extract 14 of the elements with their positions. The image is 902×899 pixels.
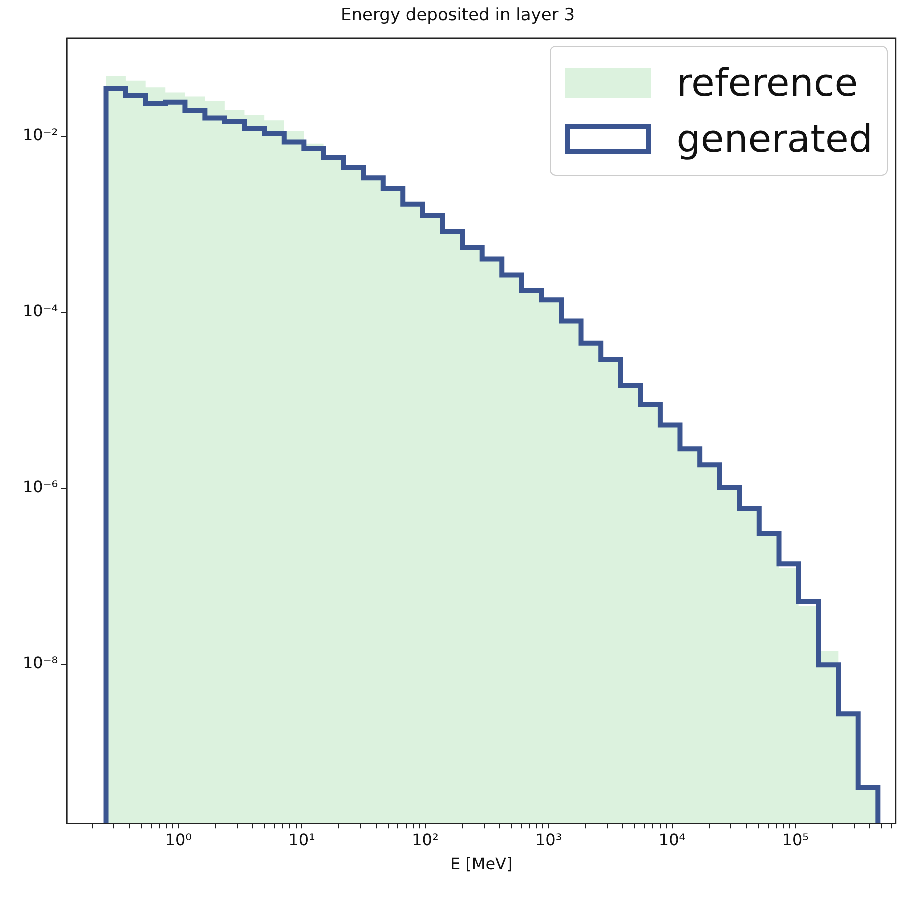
y-tick-label: 10⁻⁶ [23, 478, 58, 497]
x-tick-label: 10¹ [288, 830, 316, 850]
legend-label: generated [676, 116, 873, 164]
y-tick-label: 10⁻⁸ [23, 654, 58, 673]
x-tick-label: 10² [412, 830, 439, 850]
x-axis-title: E [MeV] [450, 854, 513, 874]
x-tick-label: 10⁰ [165, 830, 192, 850]
x-tick-label: 10⁴ [658, 830, 686, 850]
legend-label: reference [676, 60, 858, 108]
x-tick-label: 10⁵ [782, 830, 810, 850]
y-tick-label: 10⁻² [23, 126, 58, 145]
y-tick-label: 10⁻⁴ [23, 302, 58, 321]
chart-title: Energy deposited in layer 3 [340, 6, 576, 26]
x-tick-label: 10³ [535, 830, 562, 850]
